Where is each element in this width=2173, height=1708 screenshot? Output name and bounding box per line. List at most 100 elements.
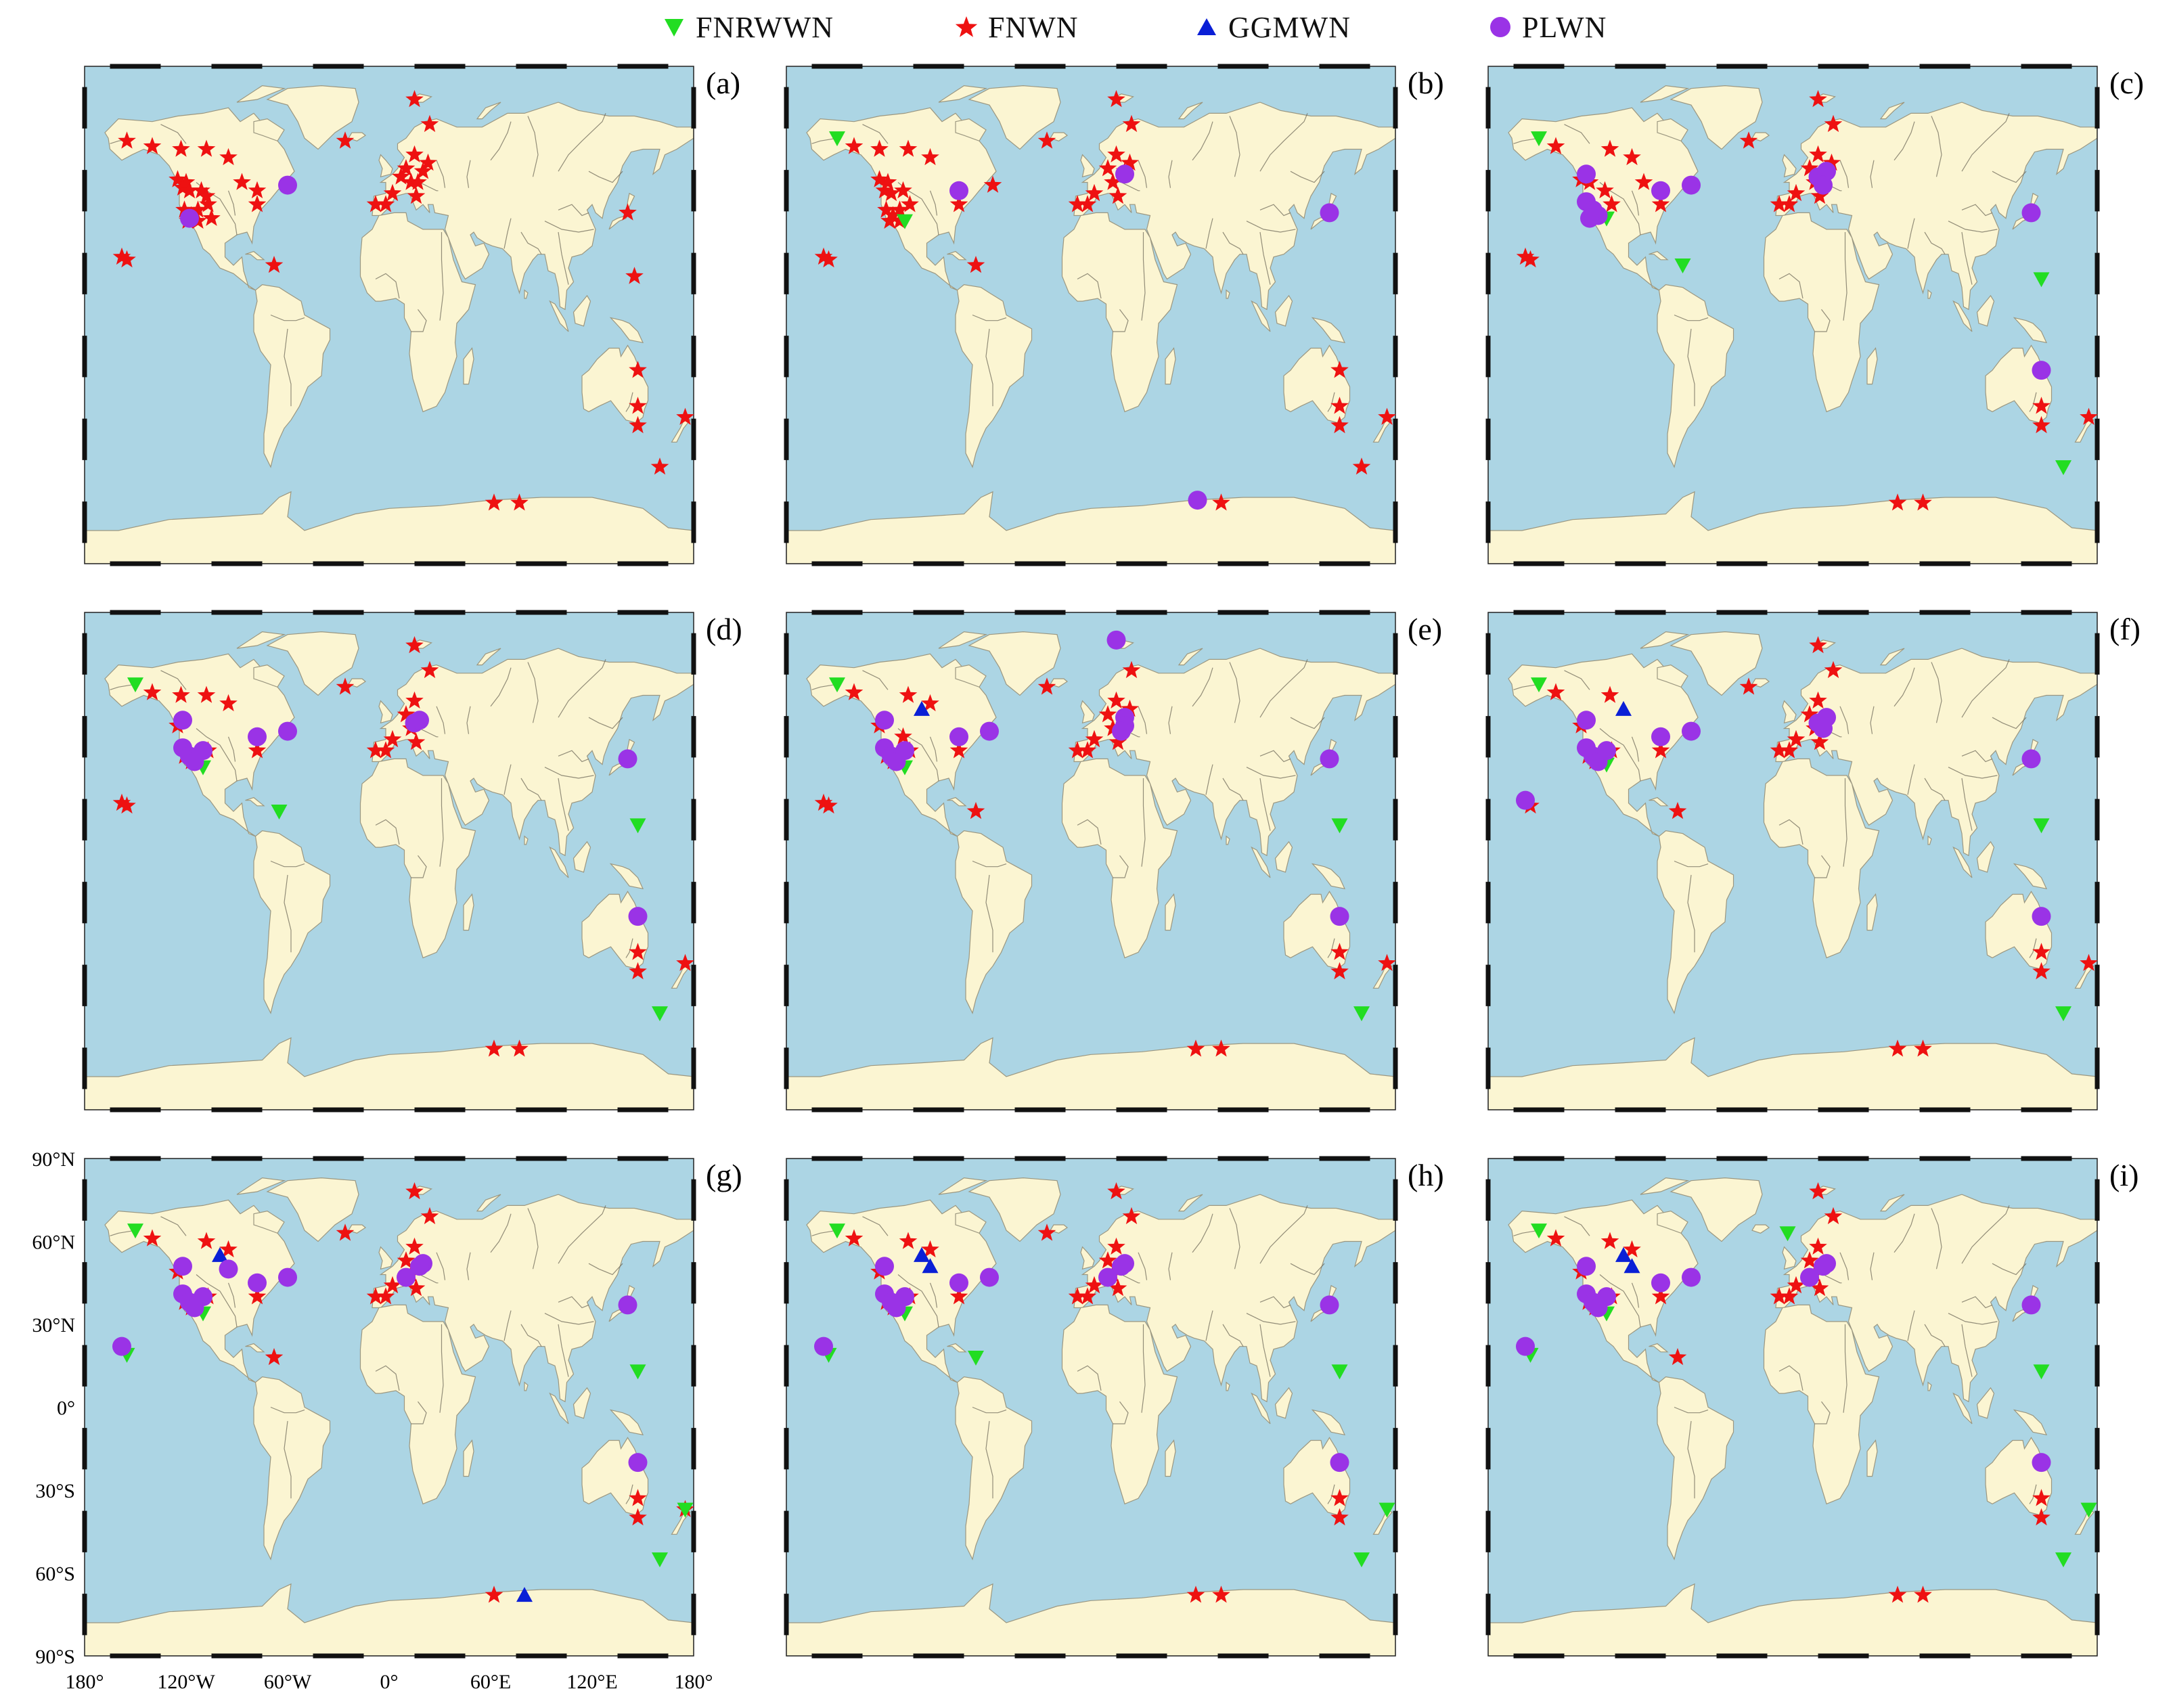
fnwn-station-marker	[629, 943, 647, 960]
river-line	[411, 1401, 427, 1424]
fnwn-station-marker	[1824, 1207, 1843, 1225]
river-line	[1222, 231, 1244, 255]
fnwn-station-marker	[814, 247, 833, 265]
plwn-station-marker	[1320, 1295, 1339, 1315]
fnwn-station-marker	[949, 195, 968, 212]
plwn-station-marker	[980, 1267, 999, 1287]
river-line	[1961, 1205, 2010, 1264]
river-line	[929, 736, 938, 762]
plwn-station-marker	[980, 721, 999, 741]
fnwn-station-marker	[199, 195, 217, 212]
fnwn-station-marker	[845, 1229, 864, 1246]
fnwn-station-marker	[1888, 1039, 1907, 1057]
fnwn-station-marker	[1668, 802, 1687, 819]
longitude-tick-label: 180°	[675, 1671, 713, 1693]
fnwn-station-marker	[1085, 729, 1104, 748]
fnwn-station-marker	[1521, 250, 1540, 268]
landmass-eurasia	[1073, 102, 1395, 311]
landmass-baffin	[955, 664, 987, 688]
ggmwn-station-marker	[914, 700, 930, 716]
fnwn-station-marker	[1780, 741, 1799, 759]
fnwn-station-marker	[949, 741, 968, 759]
river-line	[503, 764, 512, 795]
river-line	[1222, 778, 1244, 801]
fnwn-station-marker	[1107, 145, 1125, 162]
fnwn-station-marker	[219, 1240, 238, 1258]
landmass-new-guinea	[609, 863, 644, 890]
fnwn-station-marker	[485, 493, 503, 511]
landmass-new-guinea	[2013, 863, 2048, 890]
fnwn-station-marker	[870, 170, 889, 187]
river-line	[1778, 1365, 1804, 1391]
landmass-novaya-zemlya	[476, 102, 501, 120]
plwn-station-marker	[949, 1273, 968, 1293]
river-line	[1327, 392, 1335, 412]
fnrwwn-station-marker	[829, 677, 845, 693]
landmass-new-zealand	[671, 416, 691, 443]
fnwn-station-marker	[1122, 1207, 1141, 1225]
landmass-greenland	[968, 1177, 1061, 1242]
landmass-greenland	[1670, 1177, 1763, 1242]
plwn-station-marker	[1330, 1453, 1349, 1473]
river-line	[811, 137, 838, 144]
plwn-station-marker	[949, 727, 968, 746]
fnwn-station-marker	[118, 131, 136, 149]
river-line	[1839, 706, 1850, 734]
fnwn-station-marker	[420, 660, 439, 679]
fnwn-station-marker	[1330, 361, 1349, 378]
landmass-greenland	[968, 85, 1061, 150]
landmass-madagascar	[1866, 893, 1878, 931]
landmass-south-america	[1657, 284, 1734, 468]
landmass-antarctica	[85, 1583, 694, 1656]
river-line	[1259, 659, 1308, 718]
river-line	[1894, 121, 1915, 161]
plwn-station-marker	[1597, 1287, 1616, 1307]
river-line	[625, 1484, 633, 1504]
fnwn-station-marker	[877, 200, 895, 218]
river-line	[439, 1324, 444, 1413]
river-line	[284, 328, 292, 407]
landmass-sumatra	[1952, 846, 1973, 878]
longitude-tick-label: 60°E	[470, 1671, 511, 1693]
river-line	[520, 778, 542, 801]
river-line	[985, 874, 993, 953]
fnwn-station-marker	[1809, 691, 1827, 709]
landmass-ellesmere	[236, 631, 286, 649]
fnwn-station-marker	[1603, 195, 1621, 212]
landmass-madagascar	[1165, 347, 1176, 385]
river-line	[1259, 1205, 1308, 1264]
plwn-station-marker	[895, 1287, 914, 1307]
fnwn-station-marker	[248, 181, 267, 199]
river-line	[270, 860, 305, 868]
river-line	[520, 231, 542, 255]
landmass-new-guinea	[1311, 1409, 1346, 1436]
plwn-station-marker	[2021, 1295, 2041, 1315]
landmass-cuba	[245, 1343, 265, 1353]
fnwn-station-marker	[1037, 677, 1056, 695]
river-line	[436, 160, 446, 188]
plwn-station-marker	[1577, 1257, 1596, 1276]
landmass-great-britain	[378, 700, 393, 724]
fnwn-station-marker	[1068, 1287, 1087, 1305]
plwn-station-marker	[194, 1287, 212, 1307]
river-line	[1674, 1406, 1709, 1414]
fnrwwn-station-marker	[2080, 1502, 2097, 1518]
river-line	[527, 116, 539, 177]
landmass-sri-lanka	[1226, 835, 1230, 845]
fnrwwn-station-marker	[652, 1552, 668, 1568]
panel-label: (c)	[2109, 66, 2144, 100]
fnwn-station-marker	[619, 203, 637, 221]
river-line	[160, 1216, 187, 1236]
fnwn-station-marker	[1186, 1586, 1205, 1603]
map-panel-e: (e)	[784, 610, 1442, 1113]
plwn-station-marker	[1814, 719, 1833, 738]
fnwn-station-marker	[1600, 1232, 1619, 1249]
river-line	[1778, 273, 1804, 299]
fnwn-station-marker	[1600, 686, 1619, 703]
fnwn-station-marker	[1078, 741, 1097, 759]
latitude-tick-label: 60°N	[32, 1232, 75, 1254]
fnwn-station-marker	[510, 1039, 529, 1057]
landmass-antarctica	[85, 1037, 694, 1110]
river-line	[1229, 1208, 1240, 1269]
star-icon	[955, 16, 978, 37]
